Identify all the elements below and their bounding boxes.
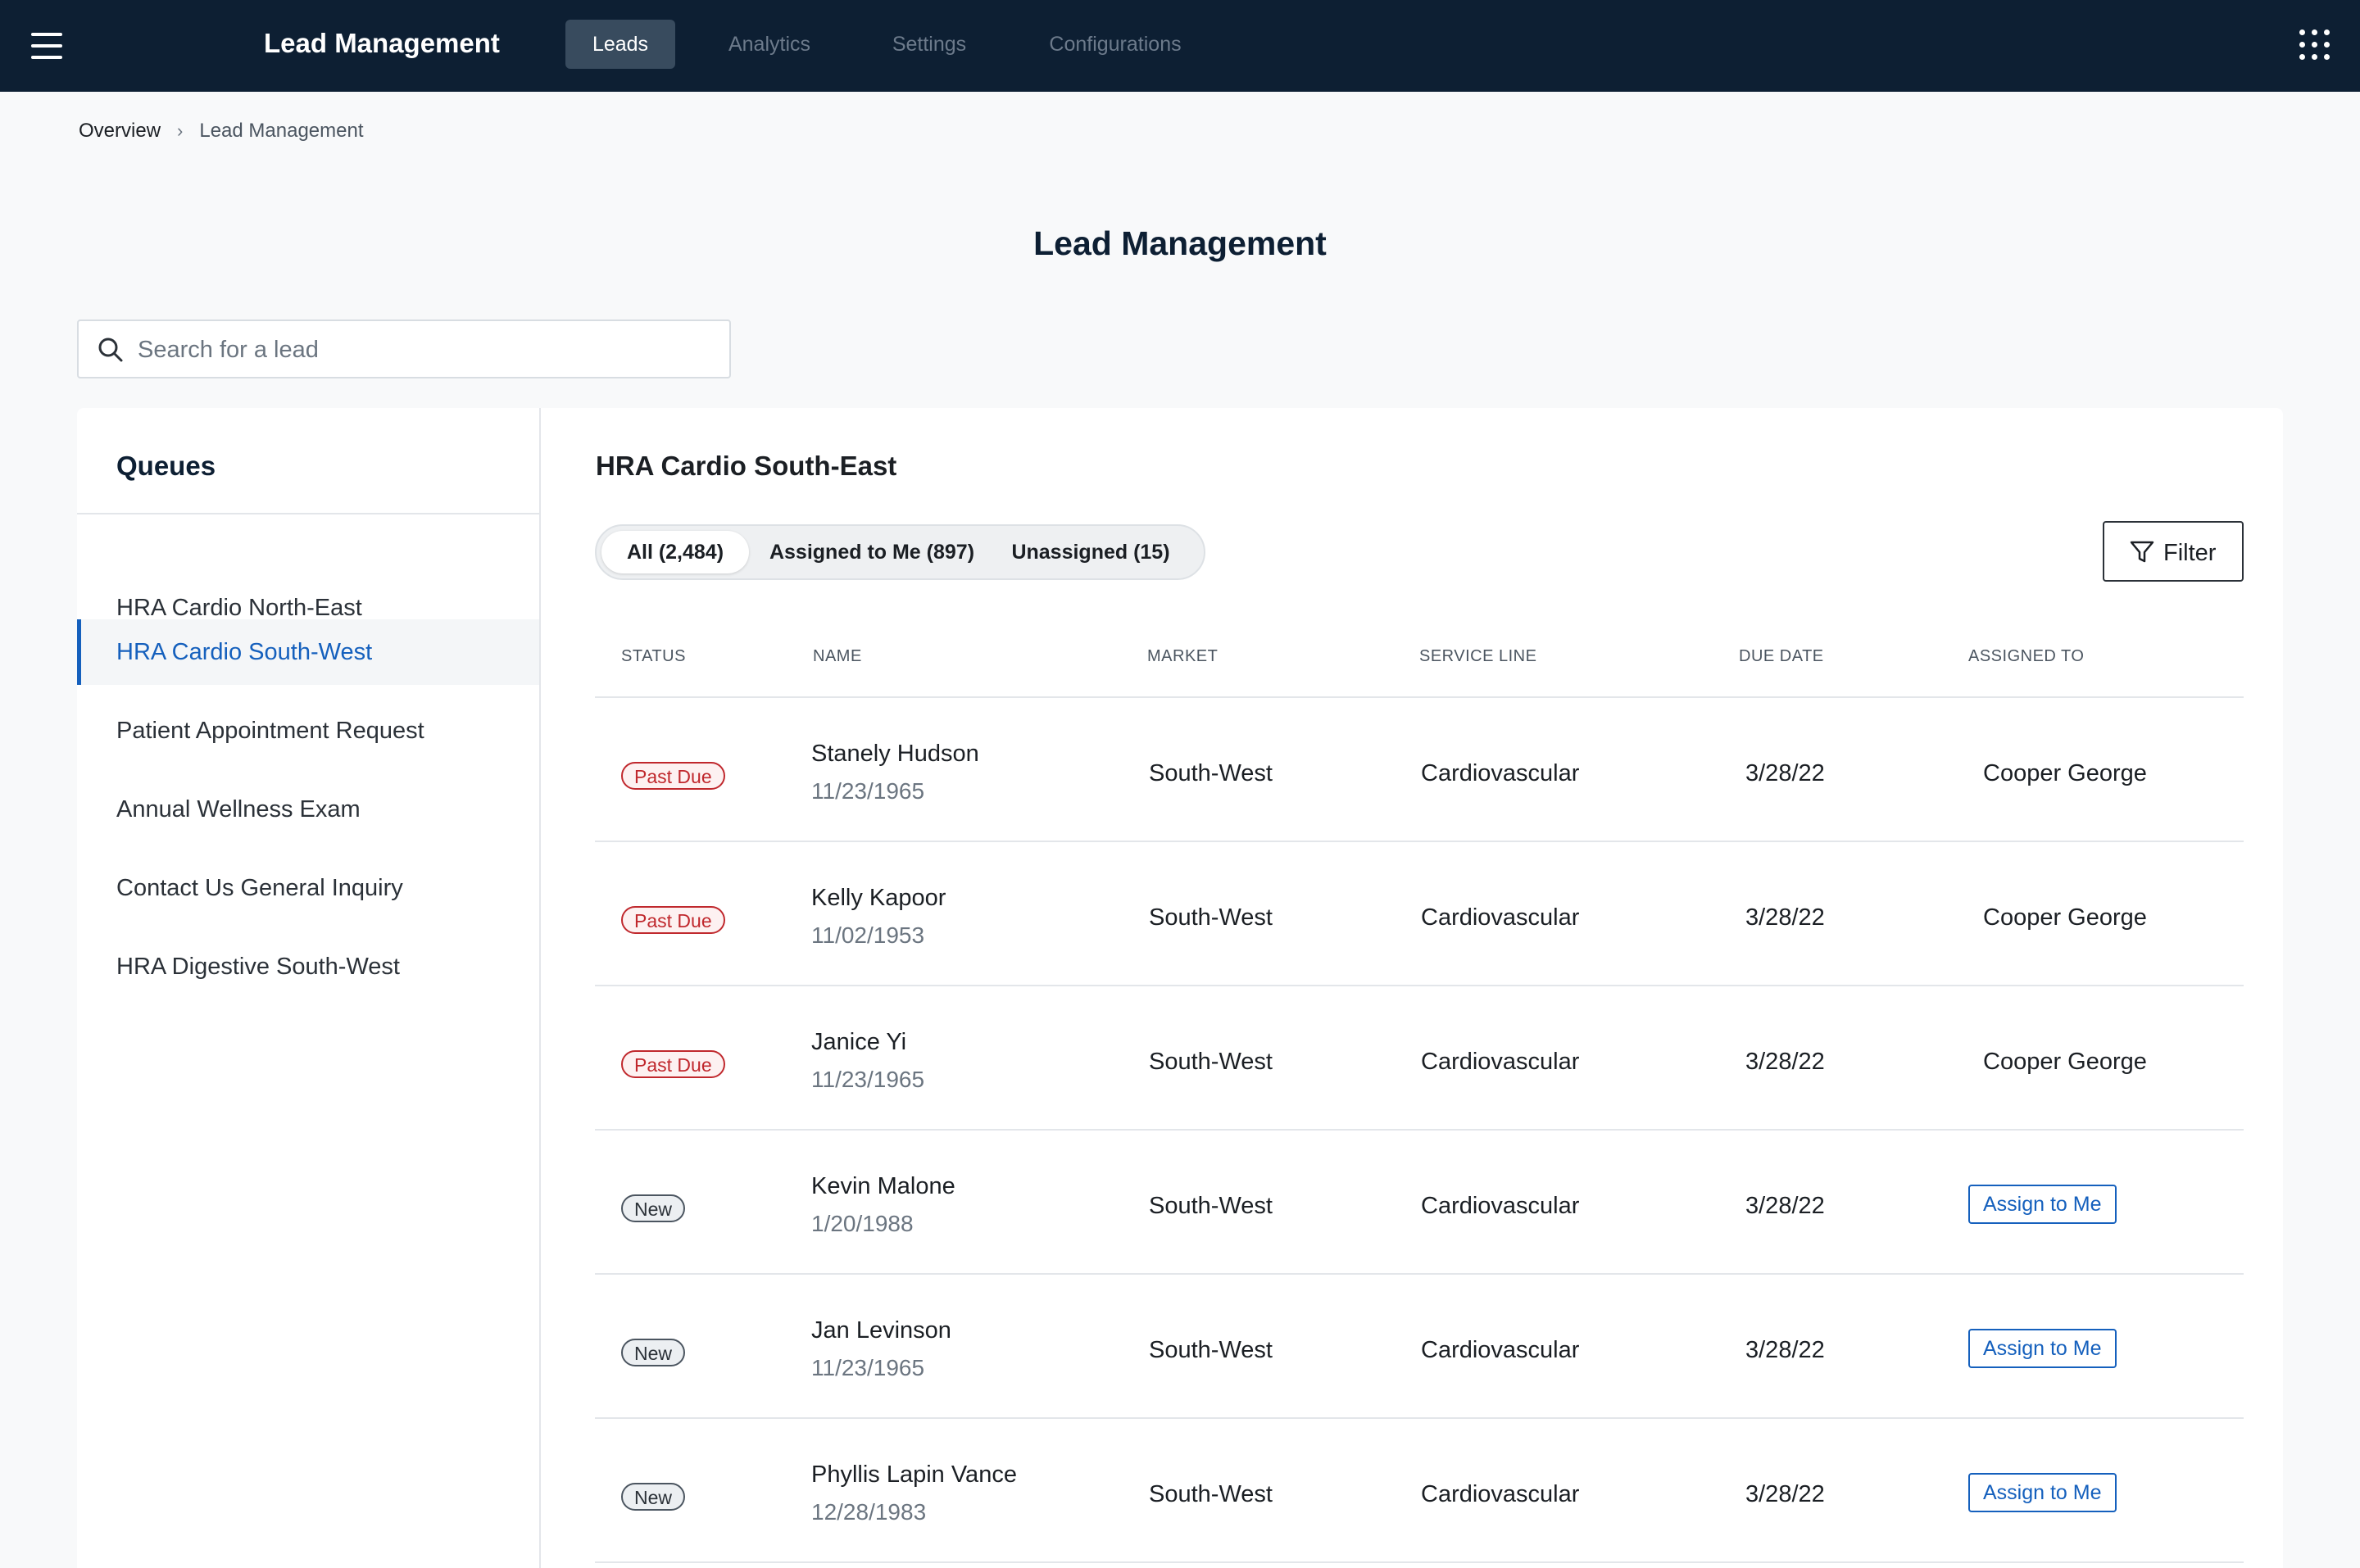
top-navigation-bar: Lead Management Leads Analytics Settings… — [0, 0, 2360, 92]
lead-due-date: 3/28/22 — [1745, 760, 1825, 786]
lead-market: South-West — [1149, 1337, 1273, 1363]
queues-sidebar: Queues HRA Cardio North-East HRA Cardio … — [77, 408, 541, 1568]
nav-tab-configurations[interactable]: Configurations — [1049, 33, 1182, 56]
content-card — [77, 408, 2283, 1568]
lead-dob: 1/20/1988 — [811, 1211, 914, 1236]
table-row[interactable]: Past Due Stanely Hudson 11/23/1965 South… — [595, 698, 2244, 842]
queue-item-contact-us-general-inquiry[interactable]: Contact Us General Inquiry — [116, 875, 403, 901]
divider — [595, 1417, 2244, 1419]
apps-grid-icon[interactable] — [2299, 29, 2330, 61]
divider — [77, 513, 539, 514]
lead-service-line: Cardiovascular — [1421, 1337, 1580, 1363]
lead-service-line: Cardiovascular — [1421, 1049, 1580, 1075]
table-row[interactable]: Past Due Kelly Kapoor 11/02/1953 South-W… — [595, 842, 2244, 986]
status-badge: Past Due — [621, 762, 725, 790]
queue-item-annual-wellness-exam[interactable]: Annual Wellness Exam — [116, 796, 361, 823]
lead-dob: 12/28/1983 — [811, 1499, 927, 1525]
status-badge: New — [621, 1339, 686, 1366]
nav-tab-analytics[interactable]: Analytics — [728, 33, 811, 56]
lead-market: South-West — [1149, 760, 1273, 786]
lead-due-date: 3/28/22 — [1745, 1049, 1825, 1075]
nav-tab-leads[interactable]: Leads — [565, 20, 675, 69]
queue-item-hra-cardio-south-west[interactable]: HRA Cardio South-West — [77, 619, 539, 685]
divider — [595, 1273, 2244, 1275]
segment-unassigned[interactable]: Unassigned (15) — [1011, 541, 1170, 564]
queues-title: Queues — [116, 451, 216, 481]
breadcrumb-overview-link[interactable]: Overview — [79, 120, 161, 142]
search-input[interactable] — [136, 329, 713, 370]
divider — [595, 1129, 2244, 1131]
queue-title: HRA Cardio South-East — [596, 451, 897, 481]
status-badge: Past Due — [621, 906, 725, 934]
lead-name[interactable]: Kevin Malone — [811, 1173, 955, 1199]
lead-name[interactable]: Phyllis Lapin Vance — [811, 1462, 1017, 1488]
lead-assignee: Cooper George — [1983, 760, 2147, 786]
funnel-filter-icon — [2130, 541, 2154, 563]
hamburger-menu-icon[interactable] — [31, 33, 62, 59]
table-row[interactable]: New Phyllis Lapin Vance 12/28/1983 South… — [595, 1419, 2244, 1563]
table-row[interactable]: Past Due Janice Yi 11/23/1965 South-West… — [595, 986, 2244, 1131]
assign-to-me-button[interactable]: Assign to Me — [1968, 1473, 2117, 1512]
filter-button-label: Filter — [2163, 540, 2217, 566]
lead-dob: 11/23/1965 — [811, 778, 925, 804]
chevron-right-icon: › — [177, 120, 184, 141]
lead-due-date: 3/28/22 — [1745, 1481, 1825, 1507]
status-badge: New — [621, 1194, 686, 1222]
lead-dob: 11/23/1965 — [811, 1067, 925, 1092]
lead-due-date: 3/28/22 — [1745, 1337, 1825, 1363]
column-header-name[interactable]: NAME — [813, 647, 862, 665]
lead-name[interactable]: Jan Levinson — [811, 1317, 951, 1344]
table-row[interactable]: New Kevin Malone 1/20/1988 South-West Ca… — [595, 1131, 2244, 1275]
segment-all[interactable]: All (2,484) — [601, 531, 749, 573]
column-header-service-line[interactable]: SERVICE LINE — [1419, 647, 1537, 665]
status-badge: Past Due — [621, 1050, 725, 1078]
column-header-due-date[interactable]: DUE DATE — [1739, 647, 1824, 665]
lead-service-line: Cardiovascular — [1421, 904, 1580, 931]
assign-to-me-button[interactable]: Assign to Me — [1968, 1185, 2117, 1224]
column-header-status[interactable]: STATUS — [621, 647, 686, 665]
divider — [595, 841, 2244, 842]
nav-tab-settings[interactable]: Settings — [892, 33, 967, 56]
lead-market: South-West — [1149, 1481, 1273, 1507]
lead-name[interactable]: Kelly Kapoor — [811, 885, 946, 911]
lead-name[interactable]: Stanely Hudson — [811, 741, 979, 767]
search-icon — [98, 338, 123, 362]
lead-market: South-West — [1149, 1049, 1273, 1075]
lead-service-line: Cardiovascular — [1421, 1481, 1580, 1507]
lead-name[interactable]: Janice Yi — [811, 1029, 907, 1055]
app-title: Lead Management — [264, 28, 500, 58]
divider — [595, 1561, 2244, 1563]
assign-to-me-button[interactable]: Assign to Me — [1968, 1329, 2117, 1368]
lead-due-date: 3/28/22 — [1745, 904, 1825, 931]
filter-button[interactable]: Filter — [2103, 521, 2244, 582]
divider — [595, 985, 2244, 986]
segmented-filter: All (2,484) Assigned to Me (897) Unassig… — [595, 524, 1205, 580]
divider — [595, 696, 2244, 698]
breadcrumb-current: Lead Management — [199, 120, 364, 142]
page-title: Lead Management — [1033, 224, 1327, 262]
search-box — [77, 319, 731, 378]
lead-market: South-West — [1149, 1193, 1273, 1219]
lead-dob: 11/23/1965 — [811, 1355, 925, 1380]
column-header-market[interactable]: MARKET — [1147, 647, 1219, 665]
queue-item-hra-digestive-south-west[interactable]: HRA Digestive South-West — [116, 954, 400, 980]
status-badge: New — [621, 1483, 686, 1511]
lead-market: South-West — [1149, 904, 1273, 931]
lead-assignee: Cooper George — [1983, 904, 2147, 931]
column-header-assigned-to[interactable]: ASSIGNED TO — [1968, 647, 2085, 665]
lead-assignee: Cooper George — [1983, 1049, 2147, 1075]
lead-service-line: Cardiovascular — [1421, 1193, 1580, 1219]
segment-assigned-to-me[interactable]: Assigned to Me (897) — [769, 541, 975, 564]
lead-due-date: 3/28/22 — [1745, 1193, 1825, 1219]
queue-item-patient-appointment-request[interactable]: Patient Appointment Request — [116, 718, 424, 744]
lead-dob: 11/02/1953 — [811, 922, 925, 948]
queue-item-hra-cardio-north-east[interactable]: HRA Cardio North-East — [116, 595, 362, 621]
lead-service-line: Cardiovascular — [1421, 760, 1580, 786]
table-row[interactable]: New Jan Levinson 11/23/1965 South-West C… — [595, 1275, 2244, 1419]
breadcrumb: Overview › Lead Management — [79, 120, 364, 143]
